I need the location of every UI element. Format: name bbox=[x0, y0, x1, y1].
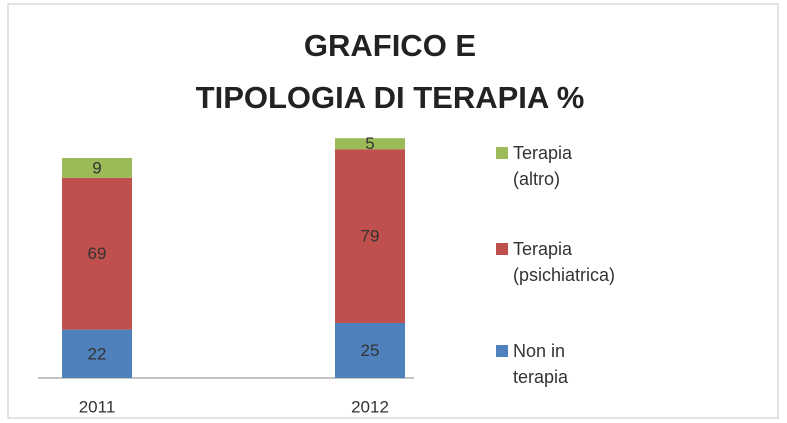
chart-title: GRAFICO E bbox=[304, 28, 476, 63]
bar-segment bbox=[335, 149, 405, 323]
x-tick-label: 2011 bbox=[79, 397, 116, 416]
data-label: 22 bbox=[88, 344, 107, 363]
legend-swatch bbox=[496, 345, 508, 357]
bar-segment bbox=[62, 329, 132, 378]
data-label: 5 bbox=[365, 134, 374, 153]
bar-segment bbox=[62, 177, 132, 330]
bar-segment bbox=[62, 158, 132, 178]
x-tick-label: 2012 bbox=[351, 397, 389, 416]
legend-item: Terapia (psichiatrica) bbox=[496, 236, 656, 288]
bar-segment bbox=[335, 323, 405, 378]
legend-label: Terapia (psichiatrica) bbox=[513, 239, 616, 285]
legend-item: Non in terapia bbox=[496, 338, 606, 390]
data-label: 9 bbox=[92, 158, 101, 177]
legend-swatch bbox=[496, 243, 508, 255]
legend-item: Terapia (altro) bbox=[496, 140, 606, 192]
data-label: 79 bbox=[361, 227, 380, 246]
data-label: 69 bbox=[88, 244, 107, 263]
legend-swatch bbox=[496, 147, 508, 159]
legend-label: Non in terapia bbox=[513, 341, 569, 387]
legend-label: Terapia (altro) bbox=[513, 143, 573, 189]
bar-segment bbox=[335, 138, 405, 150]
data-label: 25 bbox=[361, 341, 380, 360]
chart-title: TIPOLOGIA DI TERAPIA % bbox=[196, 80, 585, 115]
